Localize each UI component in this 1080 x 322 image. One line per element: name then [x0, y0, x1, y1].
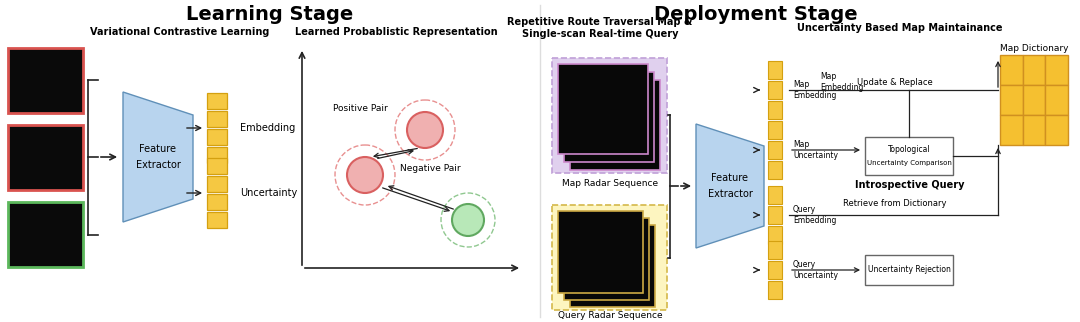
Bar	[768, 206, 782, 224]
Bar	[207, 111, 227, 127]
Bar	[1045, 85, 1068, 115]
Text: Map
Embedding: Map Embedding	[793, 80, 836, 100]
Bar	[564, 218, 649, 300]
Text: Map Radar Sequence: Map Radar Sequence	[562, 178, 658, 187]
Bar	[768, 281, 782, 299]
Text: Learning Stage: Learning Stage	[187, 5, 353, 24]
Bar	[1000, 115, 1023, 145]
Text: Query
Uncertainty: Query Uncertainty	[793, 260, 838, 280]
Bar	[1023, 115, 1045, 145]
Bar	[768, 101, 782, 119]
Bar	[768, 186, 782, 204]
Text: Query Radar Sequence: Query Radar Sequence	[557, 310, 662, 319]
Text: Repetitive Route Traversal Map &
Single-scan Real-time Query: Repetitive Route Traversal Map & Single-…	[508, 17, 692, 39]
Circle shape	[347, 157, 383, 193]
Text: Topological: Topological	[888, 145, 930, 154]
Bar	[768, 261, 782, 279]
Text: Negative Pair: Negative Pair	[400, 164, 461, 173]
Bar	[768, 121, 782, 139]
Bar	[1000, 85, 1023, 115]
Bar	[207, 129, 227, 145]
Text: Map
Uncertainty: Map Uncertainty	[793, 140, 838, 160]
Text: Introspective Query: Introspective Query	[855, 180, 964, 190]
Bar	[768, 241, 782, 259]
Bar	[1045, 115, 1068, 145]
Text: Uncertainty Rejection: Uncertainty Rejection	[867, 266, 950, 274]
Bar	[1023, 55, 1045, 85]
Text: Positive Pair: Positive Pair	[333, 103, 388, 112]
Bar	[564, 72, 654, 162]
Text: Uncertainty Comparison: Uncertainty Comparison	[866, 160, 951, 166]
Bar	[1045, 55, 1068, 85]
Text: Feature: Feature	[139, 144, 176, 154]
Bar	[768, 141, 782, 159]
Bar	[8, 125, 83, 190]
Bar	[207, 176, 227, 192]
Bar	[552, 58, 667, 173]
Text: Learned Probablistic Representation: Learned Probablistic Representation	[295, 27, 498, 37]
Bar	[1023, 85, 1045, 115]
Bar	[552, 205, 667, 310]
Polygon shape	[696, 124, 764, 248]
Bar	[558, 211, 643, 293]
Text: Embedding: Embedding	[240, 123, 295, 133]
Bar	[207, 158, 227, 174]
Circle shape	[407, 112, 443, 148]
Bar	[8, 202, 83, 267]
Text: Retrieve from Dictionary: Retrieve from Dictionary	[843, 198, 947, 207]
Bar	[570, 225, 654, 307]
Bar	[207, 194, 227, 210]
Bar	[768, 61, 782, 79]
Bar	[768, 226, 782, 244]
Bar	[207, 147, 227, 163]
Bar	[558, 64, 648, 154]
Bar	[207, 212, 227, 228]
Bar	[207, 93, 227, 109]
Bar	[1000, 55, 1023, 85]
Bar	[570, 80, 660, 170]
Polygon shape	[123, 92, 193, 222]
Text: Feature: Feature	[712, 173, 748, 183]
Bar	[768, 81, 782, 99]
Text: Deployment Stage: Deployment Stage	[654, 5, 858, 24]
Bar	[768, 161, 782, 179]
Text: Uncertainty: Uncertainty	[240, 188, 297, 198]
Text: Update & Replace: Update & Replace	[858, 78, 933, 87]
Text: Variational Contrastive Learning: Variational Contrastive Learning	[90, 27, 269, 37]
Text: Uncertainty Based Map Maintainance: Uncertainty Based Map Maintainance	[797, 23, 1002, 33]
Text: Map
Embedding: Map Embedding	[820, 72, 863, 92]
Circle shape	[453, 204, 484, 236]
Bar	[865, 255, 953, 285]
Text: Extractor: Extractor	[136, 160, 180, 170]
Text: Query
Embedding: Query Embedding	[793, 205, 836, 225]
Bar	[865, 137, 953, 175]
Text: Map Dictionary: Map Dictionary	[1000, 43, 1068, 52]
Text: Extractor: Extractor	[707, 189, 753, 199]
Bar	[8, 48, 83, 113]
